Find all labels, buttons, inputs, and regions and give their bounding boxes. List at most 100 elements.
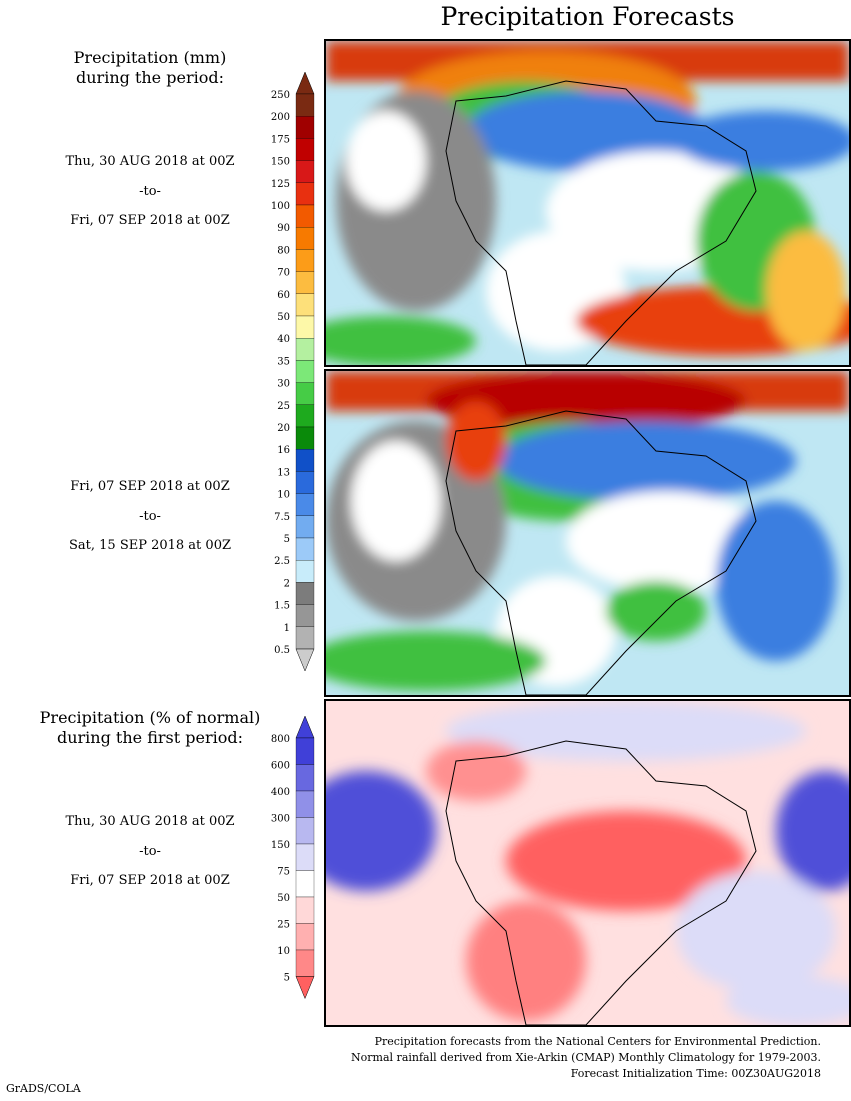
precip-mm-scale-tick-label: 10 — [277, 490, 290, 501]
precip-mm-scale-tick-label: 60 — [277, 290, 290, 301]
precip-pct-scale-tick-label: 400 — [271, 787, 290, 798]
precip-pct-scale-bottom-arrow — [295, 976, 315, 1000]
precip-pct-scale-tick-label: 5 — [284, 973, 290, 984]
precip-mm-heading: Precipitation (mm) during the period: — [40, 48, 260, 88]
precip-mm-scale-swatch — [295, 138, 315, 161]
precip-mm-scale-swatch — [295, 182, 315, 206]
footer-line3: Forecast Initialization Time: 00Z30AUG20… — [570, 1067, 821, 1080]
precip-mm-scale-swatch — [295, 560, 315, 583]
precip-mm-scale-tick-label: 0.5 — [274, 645, 290, 656]
footer-line1: Precipitation forecasts from the Nationa… — [374, 1035, 821, 1048]
page-title: Precipitation Forecasts — [440, 2, 735, 31]
period3-end: Fri, 07 SEP 2018 at 00Z — [70, 873, 230, 888]
precip-pct-scale-tick-label: 300 — [271, 814, 290, 825]
precip-map-period1 — [324, 39, 851, 367]
precip-mm-scale-swatch — [295, 293, 315, 317]
precip-mm-scale-swatch — [295, 604, 315, 627]
precip-pct-heading-line2: during the first period: — [56, 728, 244, 747]
precip-pct-scale-swatch — [295, 949, 315, 977]
precip-pct-scale-swatch — [295, 843, 315, 871]
precip-mm-scale-swatch — [295, 404, 315, 428]
precip-pct-heading: Precipitation (% of normal) during the f… — [30, 708, 270, 748]
precip-mm-scale-tick-label: 70 — [277, 268, 290, 279]
precip-mm-scale-tick-label: 40 — [277, 334, 290, 345]
precip-mm-scale-tick-label: 30 — [277, 379, 290, 390]
precip-mm-scale-tick-label: 20 — [277, 423, 290, 434]
period2-end: Sat, 15 SEP 2018 at 00Z — [69, 538, 231, 553]
precip-pct-scale-tick-label: 25 — [277, 920, 290, 931]
precip-mm-scale-swatch — [295, 382, 315, 405]
precip-mm-scale-tick-label: 5 — [284, 534, 290, 545]
precip-mm-scale-swatch — [295, 93, 315, 117]
precip-pct-scale-swatch — [295, 790, 315, 818]
precip-mm-scale-swatch — [295, 626, 315, 650]
precip-mm-scale-tick-label: 35 — [277, 356, 290, 367]
precip-mm-scale-tick-label: 125 — [271, 179, 290, 190]
precip-mm-scale-svg: 2502001751501251009080706050403530252016… — [271, 71, 315, 672]
precip-mm-scale-tick-label: 13 — [277, 467, 290, 478]
period3-to: -to- — [139, 844, 161, 859]
precip-mm-scale-swatch — [295, 160, 315, 183]
period2-start: Fri, 07 SEP 2018 at 00Z — [70, 479, 230, 494]
precip-mm-scale-swatch — [295, 449, 315, 472]
precip-mm-scale-tick-label: 80 — [277, 245, 290, 256]
precip-mm-heading-line1: Precipitation (mm) — [73, 48, 227, 67]
precip-mm-scale-tick-label: 250 — [271, 90, 290, 101]
precip-pct-scale-swatch — [295, 817, 315, 845]
precip-mm-scale-tick-label: 175 — [271, 134, 290, 145]
precip-pct-scale-tick-label: 50 — [277, 893, 290, 904]
precip-mm-heading-line2: during the period: — [76, 68, 224, 87]
precip-mm-scale-tick-label: 1 — [284, 623, 290, 634]
precip-pct-scale-swatch — [295, 896, 315, 924]
precip-mm-scale-swatch — [295, 360, 315, 383]
precip-pct-scale-swatch — [295, 737, 315, 765]
precip-pct-scale-tick-label: 10 — [277, 946, 290, 957]
precip-mm-scale-tick-label: 150 — [271, 157, 290, 168]
precip-mm-scale-swatch — [295, 426, 315, 450]
precip-mm-scale-swatch — [295, 249, 315, 272]
precip-mm-scale-tick-label: 90 — [277, 223, 290, 234]
period1-end: Fri, 07 SEP 2018 at 00Z — [70, 213, 230, 228]
precip-pct-scale-tick-label: 75 — [277, 867, 290, 878]
precip-pct-scale-swatch — [295, 870, 315, 898]
precip-mm-scale-swatch — [295, 271, 315, 294]
precip-pct-scale-swatch — [295, 764, 315, 792]
precip-mm-scale-tick-label: 2.5 — [274, 556, 290, 567]
precip-pct-scale-tick-label: 600 — [271, 761, 290, 772]
precip-mm-scale-swatch — [295, 204, 315, 228]
precip-pct-colorbar: 800 600 400 300 150 75 50 25 10 5 — [250, 715, 330, 1016]
precip-pct-scale-svg: 800 600 400 300 150 75 50 25 10 5 — [271, 715, 315, 1000]
precip-map-period2 — [324, 369, 851, 697]
grads-credit: GrADS/COLA — [6, 1082, 81, 1095]
precip-mm-scale-swatch — [295, 515, 315, 539]
period3-start: Thu, 30 AUG 2018 at 00Z — [65, 814, 235, 829]
precip-mm-scale-tick-label: 200 — [271, 112, 290, 123]
precip-mm-scale-swatch — [295, 493, 315, 516]
precip-mm-scale-swatch — [295, 537, 315, 561]
precip-mm-scale-swatch — [295, 471, 315, 494]
precip-pct-scale-swatch — [295, 923, 315, 951]
precip-pct-scale-top-arrow — [295, 715, 315, 739]
period1-start: Thu, 30 AUG 2018 at 00Z — [65, 154, 235, 169]
precip-mm-scale-tick-label: 100 — [271, 201, 290, 212]
precip-mm-scale-tick-label: 25 — [277, 401, 290, 412]
precip-mm-scale-swatch — [295, 338, 315, 361]
precip-mm-scale-swatch — [295, 315, 315, 339]
period1-to: -to- — [139, 184, 161, 199]
precip-mm-scale-tick-label: 7.5 — [274, 512, 290, 523]
precip-mm-scale-top-arrow — [295, 71, 315, 95]
precip-mm-scale-tick-label: 16 — [277, 445, 290, 456]
precip-pct-scale-tick-label: 150 — [271, 840, 290, 851]
precip-mm-colorbar: 250 200 175 150 125 100 90 80 70 60 50 40 35 30 25 20 16… — [250, 71, 330, 672]
precip-pct-map — [324, 699, 851, 1027]
precip-mm-scale-tick-label: 2 — [284, 578, 290, 589]
precip-mm-scale-bottom-arrow — [295, 648, 315, 672]
precip-mm-scale-swatch — [295, 116, 315, 139]
precip-mm-scale-swatch — [295, 582, 315, 605]
period2-to: -to- — [139, 509, 161, 524]
precip-mm-scale-tick-label: 50 — [277, 312, 290, 323]
footer-line2: Normal rainfall derived from Xie-Arkin (… — [351, 1051, 821, 1064]
precip-pct-heading-line1: Precipitation (% of normal) — [39, 708, 261, 727]
precip-pct-scale-tick-label: 800 — [271, 734, 290, 745]
precip-mm-scale-tick-label: 1.5 — [274, 601, 290, 612]
